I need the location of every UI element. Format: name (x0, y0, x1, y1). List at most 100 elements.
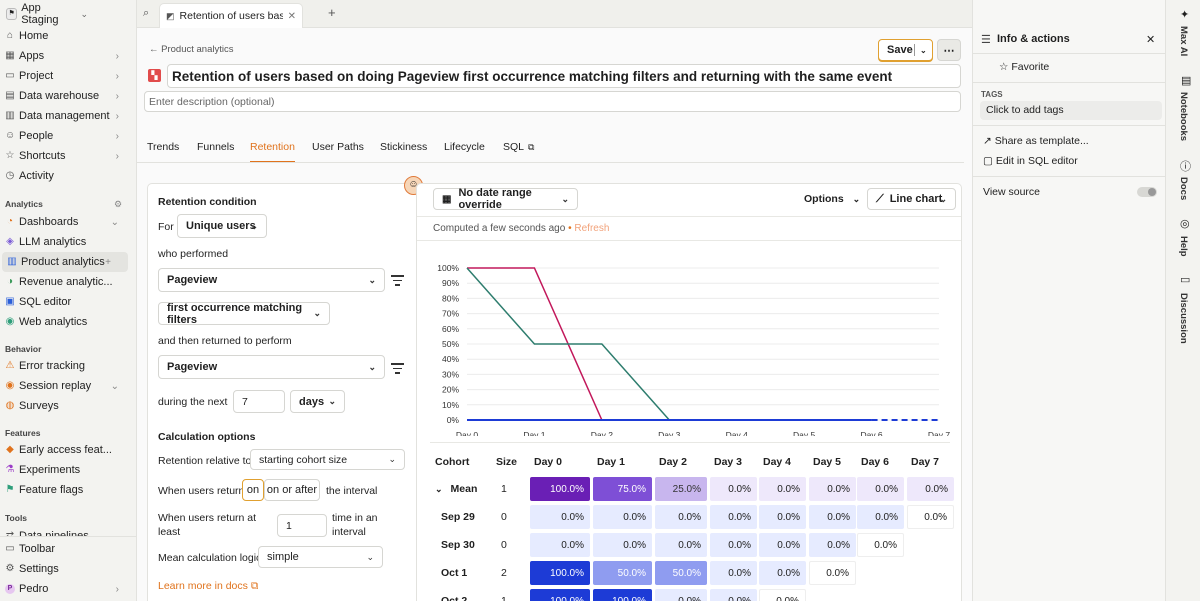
notebook-icon[interactable]: ▤ (1181, 75, 1192, 87)
chevron-right-icon[interactable]: › (115, 150, 119, 162)
favorite-button[interactable]: ☆ Favorite (999, 61, 1049, 73)
chevron-down-icon[interactable]: ⌄ (920, 45, 927, 55)
description-input[interactable]: Enter description (optional) (144, 91, 961, 112)
on-toggle[interactable]: on (242, 479, 264, 501)
select-value: Line chart (889, 193, 943, 205)
sidebar-item-home[interactable]: ⌂ Home (0, 26, 136, 46)
sidebar-item-surveys[interactable]: ◍ Surveys (0, 396, 136, 416)
sidebar-item-people[interactable]: ☺ People › (0, 126, 136, 146)
sidebar-item-user[interactable]: P Pedro › (0, 579, 136, 599)
period-count-input[interactable]: 7 (233, 390, 285, 413)
options-button[interactable]: Options ⌄ (804, 193, 860, 205)
mean-select[interactable]: simple ⌄ (258, 546, 383, 568)
tab-insight[interactable]: ◩ Retention of users based o... ✕ (159, 3, 303, 28)
sidebar-item-data-management[interactable]: ▥ Data management › (0, 106, 136, 126)
sidebar-item-label: Session replay (19, 380, 92, 392)
tab-retention[interactable]: Retention (250, 141, 295, 163)
sidebar-item-apps[interactable]: ▦ Apps › (0, 46, 136, 66)
date-range-select[interactable]: ▦ No date range override ⌄ (433, 187, 578, 211)
edit-sql-button[interactable]: ▢ Edit in SQL editor (983, 155, 1078, 167)
tab-user-paths[interactable]: User Paths (312, 141, 364, 153)
chevron-right-icon[interactable]: › (115, 110, 119, 122)
sidebar-item-dashboards[interactable]: ◔ Dashboards ⌄ (0, 212, 136, 232)
sidebar-item-shortcuts[interactable]: ☆ Shortcuts › (0, 146, 136, 166)
project-switcher[interactable]: ⚑ App Staging ⌄ (3, 2, 91, 26)
tab-sql[interactable]: SQL ⧉ (503, 141, 534, 153)
close-icon[interactable]: ✕ (287, 10, 296, 22)
sidebar-item-error-tracking[interactable]: ⚠ Error tracking (0, 356, 136, 376)
tab-trends[interactable]: Trends (147, 141, 179, 153)
chevron-down-icon[interactable]: ⌄ (110, 216, 119, 228)
search-icon[interactable]: ⌕ (143, 7, 150, 19)
add-icon[interactable]: + (105, 256, 111, 268)
help-icon[interactable]: ◎ (1180, 218, 1190, 230)
chevron-right-icon[interactable]: › (115, 50, 119, 62)
retention-cell: 0.0% (655, 589, 707, 601)
sidebar-item-web-analytics[interactable]: ◉ Web analytics (0, 312, 136, 332)
notebooks-tab[interactable]: Notebooks (1178, 92, 1189, 142)
insight-title-input[interactable]: Retention of users based on doing Pagevi… (167, 64, 961, 88)
retention-cell: 75.0% (593, 477, 652, 501)
sidebar-item-activity[interactable]: ◷ Activity (0, 166, 136, 186)
sidebar-item-product-analytics[interactable]: ▥ Product analytics + (2, 252, 128, 272)
settings-icon[interactable]: ⚙ (114, 199, 123, 209)
occurrence-select[interactable]: first occurrence matching filters ⌄ (158, 302, 330, 326)
chevron-right-icon[interactable]: › (115, 130, 119, 142)
sidebar-item-llm-analytics[interactable]: ◈ LLM analytics (0, 232, 136, 252)
save-button[interactable]: Save ⌄ (878, 39, 933, 61)
event-select-2[interactable]: Pageview ⌄ (158, 355, 385, 379)
sidebar-item-sql-editor[interactable]: ▣ SQL editor (0, 292, 136, 312)
tab-label: SQL (503, 141, 525, 153)
chevron-right-icon[interactable]: › (115, 70, 119, 82)
sidebar-item-feature-flags[interactable]: ⚑ Feature flags (0, 480, 136, 500)
breadcrumb[interactable]: ← Product analytics (149, 44, 233, 55)
during-label: during the next (158, 396, 228, 408)
docs-tab[interactable]: Docs (1178, 177, 1189, 201)
discussion-icon[interactable]: ▭ (1180, 274, 1191, 286)
retention-cell: 0.0% (530, 533, 590, 557)
panel-toggle-icon[interactable]: ☰ (981, 34, 991, 46)
link-label: Learn more in docs (158, 580, 248, 592)
filter-icon[interactable] (391, 363, 404, 374)
more-button[interactable]: ⋯ (937, 39, 961, 61)
chevron-right-icon[interactable]: › (115, 90, 119, 102)
sidebar-item-early-access-feat[interactable]: ◆ Early access feat... (0, 440, 136, 460)
sidebar-item-label: Shortcuts (19, 150, 66, 162)
on-or-after-toggle[interactable]: on or after (264, 479, 320, 501)
sidebar-item-data-warehouse[interactable]: ▤ Data warehouse › (0, 86, 136, 106)
tags-input[interactable]: Click to add tags (980, 101, 1162, 120)
tab-funnels[interactable]: Funnels (197, 141, 234, 153)
chevron-down-icon[interactable]: ⌄ (110, 380, 119, 392)
tab-stickiness[interactable]: Stickiness (380, 141, 427, 153)
breadcrumb-label: Product analytics (161, 44, 234, 55)
sidebar-item-project[interactable]: ▭ Project › (0, 66, 136, 86)
period-unit-select[interactable]: days ⌄ (290, 390, 345, 413)
close-icon[interactable]: ✕ (1146, 34, 1156, 46)
insight-icon: ◩ (166, 10, 175, 21)
info-icon[interactable]: ⓘ (1180, 161, 1191, 173)
divider (430, 442, 950, 443)
sidebar-item-settings[interactable]: ⚙ Settings (0, 559, 136, 579)
relative-select[interactable]: starting cohort size ⌄ (250, 449, 405, 470)
sidebar-item-toolbar[interactable]: ▭ Toolbar (0, 539, 136, 559)
learn-more-link[interactable]: Learn more in docs ⧉ (158, 580, 258, 593)
sidebar-item-revenue-analytic[interactable]: ◑ Revenue analytic... (0, 272, 136, 292)
view-source-toggle[interactable] (1137, 187, 1157, 197)
share-template-button[interactable]: ↗ Share as template... (983, 135, 1089, 147)
atleast-input[interactable]: 1 (277, 514, 327, 537)
unique-users-select[interactable]: Unique users ⌄ (177, 214, 267, 238)
chart-type-select[interactable]: ⟋ Line chart ⌄ (867, 188, 956, 210)
help-tab[interactable]: Help (1178, 236, 1189, 257)
filter-icon[interactable] (391, 275, 404, 286)
sidebar-item-experiments[interactable]: ⚗ Experiments (0, 460, 136, 480)
tab-lifecycle[interactable]: Lifecycle (444, 141, 485, 153)
discussion-tab[interactable]: Discussion (1178, 293, 1189, 344)
sparkle-icon[interactable]: ✦ (1180, 9, 1190, 21)
new-tab-button[interactable]: + (328, 5, 336, 20)
max-ai-tab[interactable]: Max AI (1178, 26, 1189, 57)
sidebar-item-session-replay[interactable]: ◉ Session replay ⌄ (0, 376, 136, 396)
divider (973, 125, 1165, 126)
event-select-1[interactable]: Pageview ⌄ (158, 268, 385, 292)
refresh-link[interactable]: Refresh (574, 223, 610, 234)
chevron-down-icon[interactable]: ⌄ (435, 484, 443, 494)
